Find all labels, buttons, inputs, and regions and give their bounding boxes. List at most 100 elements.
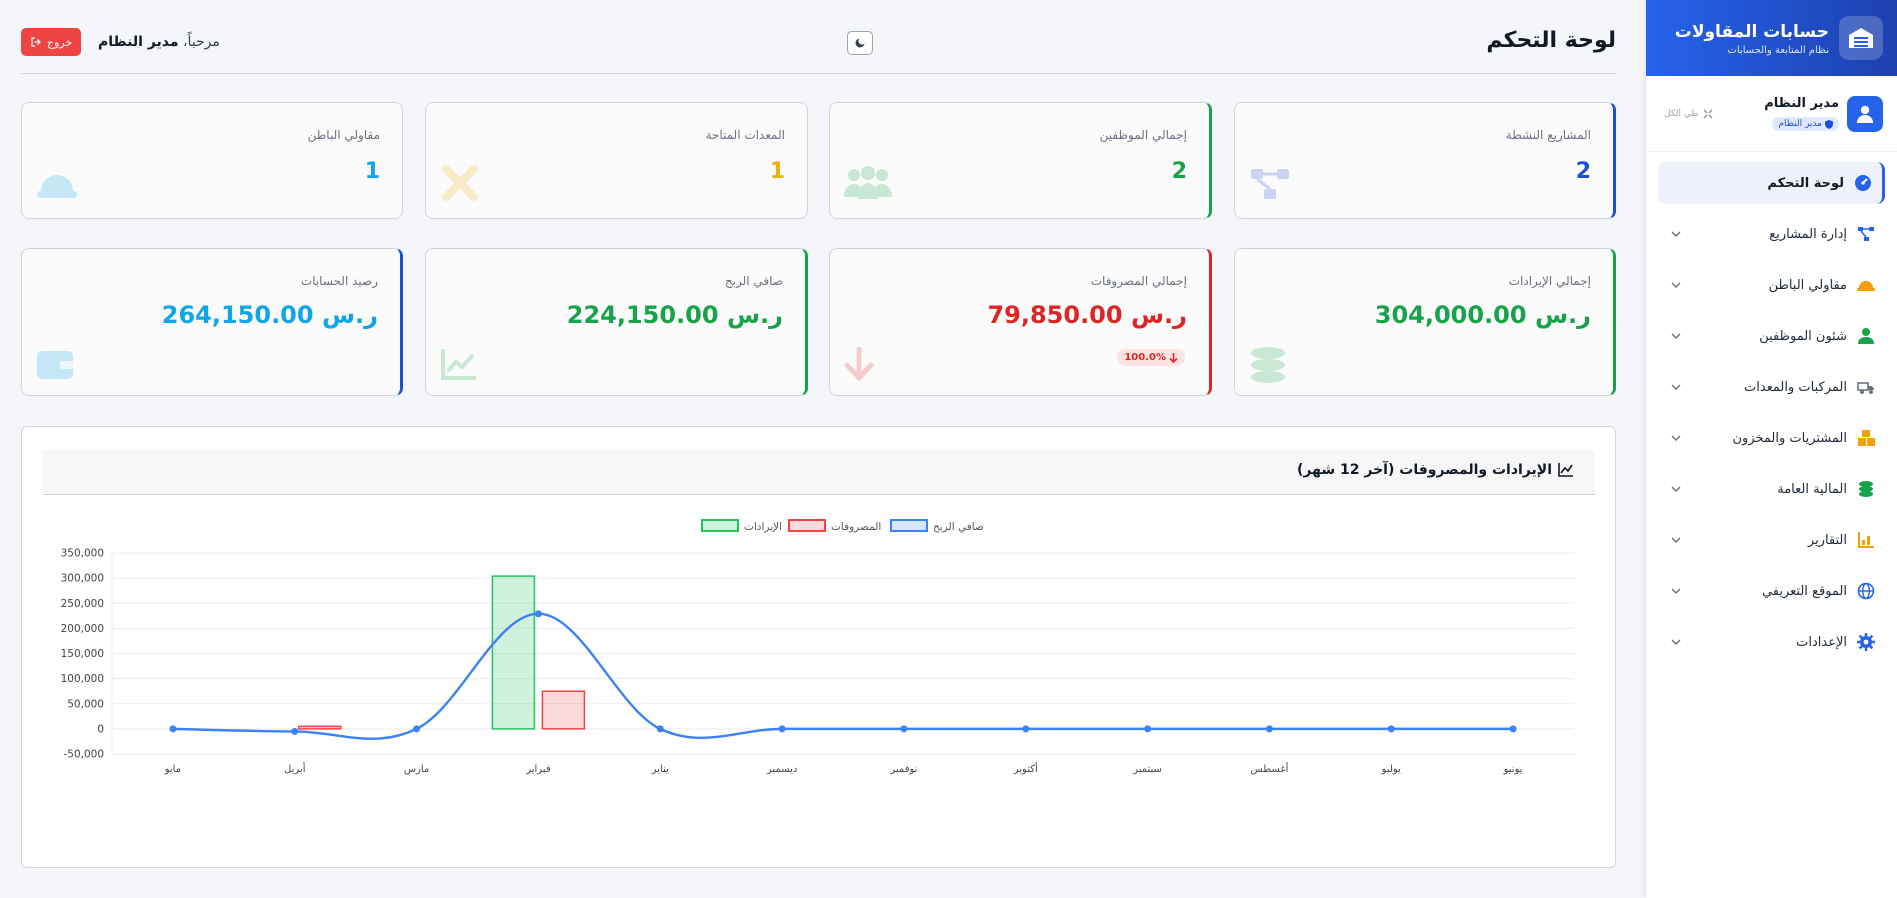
page-title: لوحة التحكم <box>1486 28 1616 53</box>
gear-icon <box>1857 633 1875 651</box>
chart-line-icon <box>441 349 476 380</box>
logout-button[interactable]: خروج <box>21 28 82 56</box>
stat-label: رصيد الحسابات <box>300 274 378 288</box>
chevron-down-icon <box>1671 435 1681 442</box>
stat-value: 1 <box>364 159 380 184</box>
x-tick-label: مايو <box>164 764 181 775</box>
y-tick-label: -50,000 <box>63 749 104 761</box>
chevron-down-icon <box>1671 537 1681 544</box>
chevron-down-icon <box>1671 282 1681 289</box>
stat-card-active-projects[interactable]: المشاريع النشطة 2 <box>1234 102 1616 219</box>
welcome-text: مرحباً، مدير النظام <box>98 34 220 50</box>
collapse-all-button[interactable]: طي الكل <box>1664 109 1713 119</box>
brand-header: حسابات المقاولات نظام المتابعة والحسابات <box>1646 0 1897 76</box>
legend-swatch <box>890 519 928 532</box>
stat-value: 1 <box>769 159 785 184</box>
revenue-expense-chart-card: الإيرادات والمصروفات (آخر 12 شهر) 350,00… <box>21 426 1616 868</box>
y-tick-label: 200,000 <box>61 623 104 635</box>
chart-title-text: الإيرادات والمصروفات (آخر 12 شهر) <box>1297 462 1552 478</box>
sidebar-item-truck[interactable]: المركبات والمعدات <box>1658 366 1885 408</box>
sidebar-item-label: الإعدادات <box>1796 634 1847 650</box>
collapse-all-label: طي الكل <box>1664 108 1699 119</box>
x-tick-label: نوفمبر <box>889 764 917 775</box>
data-point <box>413 725 421 733</box>
stat-value: 224,150.00 ر.س <box>566 301 783 329</box>
stat-card-employees[interactable]: إجمالي الموظفين 2 <box>829 102 1212 219</box>
tools-icon <box>442 165 478 201</box>
stat-value: 79,850.00 ر.س <box>987 301 1187 329</box>
y-tick-label: 350,000 <box>61 548 104 560</box>
x-tick-label: أغسطس <box>1250 762 1288 775</box>
stat-card-balance[interactable]: رصيد الحسابات 264,150.00 ر.س <box>21 248 403 396</box>
sidebar-item-bar-chart[interactable]: التقارير <box>1658 519 1885 561</box>
x-tick-label: فبراير <box>525 764 551 775</box>
stat-card-revenue[interactable]: إجمالي الإيرادات 304,000.00 ر.س <box>1234 248 1616 396</box>
sidebar-item-gear[interactable]: الإعدادات <box>1658 621 1885 663</box>
theme-toggle-button[interactable] <box>847 31 873 55</box>
sidebar-item-label: التقارير <box>1807 532 1847 548</box>
stat-value: 264,150.00 ر.س <box>161 301 378 329</box>
stat-label: إجمالي المصروفات <box>1090 274 1187 288</box>
data-point <box>1387 725 1395 733</box>
stat-label: المشاريع النشطة <box>1505 128 1591 142</box>
data-point <box>1022 725 1030 733</box>
x-tick-label: ديسمبر <box>766 764 797 775</box>
y-tick-label: 250,000 <box>61 598 104 610</box>
coins-icon <box>1859 481 1873 497</box>
project-diagram-icon <box>1858 227 1874 241</box>
sidebar-item-coins[interactable]: المالية العامة <box>1658 468 1885 510</box>
sidebar-item-hard-hat[interactable]: مقاولي الباطن <box>1658 264 1885 306</box>
stat-label: المعدات المتاحة <box>705 128 785 142</box>
users-icon <box>844 166 892 199</box>
bar-expenses <box>298 725 342 730</box>
stat-value: 2 <box>1575 159 1591 184</box>
brand-subtitle: نظام المتابعة والحسابات <box>1727 44 1829 56</box>
sidebar-item-boxes[interactable]: المشتريات والمخزون <box>1658 417 1885 459</box>
y-tick-label: 50,000 <box>67 698 104 710</box>
revenue-expense-chart: 350,000 300,000 250,000 200,000 150,000 100,0… <box>61 519 1574 775</box>
stat-card-equipment[interactable]: المعدات المتاحة 1 <box>425 102 808 219</box>
chevron-down-icon <box>1671 333 1681 340</box>
sidebar-item-label: المركبات والمعدات <box>1743 379 1847 395</box>
y-tick-label: 0 <box>97 723 104 735</box>
data-point <box>1265 725 1273 733</box>
trend-value: 100.0% <box>1124 352 1166 363</box>
stat-card-subcontractors[interactable]: مقاولي الباطن 1 <box>21 102 403 219</box>
main-content: لوحة التحكم مرحباً، مدير النظام خروج الم… <box>21 28 1616 868</box>
legend-label: المصروفات <box>831 521 881 533</box>
data-point <box>1509 725 1517 733</box>
sidebar-item-label: لوحة التحكم <box>1767 175 1844 191</box>
x-tick-label: يناير <box>651 764 669 775</box>
stat-card-expenses[interactable]: إجمالي المصروفات 79,850.00 ر.س 100.0% <box>829 248 1212 396</box>
x-tick-label: يوليو <box>1381 764 1401 775</box>
sidebar-item-project-diagram[interactable]: إدارة المشاريع <box>1658 213 1885 255</box>
boxes-icon <box>1858 430 1875 446</box>
sidebar-item-label: الموقع التعريفي <box>1761 583 1847 599</box>
globe-icon <box>1857 582 1875 600</box>
hard-hat-icon <box>1857 281 1875 291</box>
sidebar-nav: لوحة التحكم إدارة المشاريع مقاولي الباطن… <box>1646 152 1897 663</box>
data-point <box>169 725 177 733</box>
user-card: طي الكل مدير النظام مدير النظام <box>1646 76 1897 152</box>
stat-card-net-profit[interactable]: صافي الربح 224,150.00 ر.س <box>425 248 808 396</box>
sidebar-item-label: المالية العامة <box>1777 481 1847 497</box>
x-tick-label: أبريل <box>284 762 306 775</box>
sidebar-item-label: إدارة المشاريع <box>1769 226 1847 242</box>
bar-chart-icon <box>1858 532 1874 548</box>
project-diagram-icon <box>1251 169 1289 199</box>
warehouse-icon <box>1839 16 1883 60</box>
stat-label: صافي الربح <box>724 274 783 288</box>
bar-expenses <box>541 690 586 730</box>
sidebar-item-user[interactable]: شئون الموظفين <box>1658 315 1885 357</box>
sidebar-item-dashboard[interactable]: لوحة التحكم <box>1658 162 1885 204</box>
stat-value: 2 <box>1171 159 1187 184</box>
shield-icon <box>1825 119 1833 129</box>
logout-label: خروج <box>47 35 73 49</box>
legend-label: الإيرادات <box>744 521 782 533</box>
user-role-label: مدير النظام <box>1778 119 1822 129</box>
x-tick-label: سبتمبر <box>1132 764 1162 775</box>
sidebar-item-globe[interactable]: الموقع التعريفي <box>1658 570 1885 612</box>
sidebar-item-label: مقاولي الباطن <box>1768 277 1847 293</box>
truck-icon <box>1857 382 1874 394</box>
user-name: مدير النظام <box>1764 96 1839 111</box>
